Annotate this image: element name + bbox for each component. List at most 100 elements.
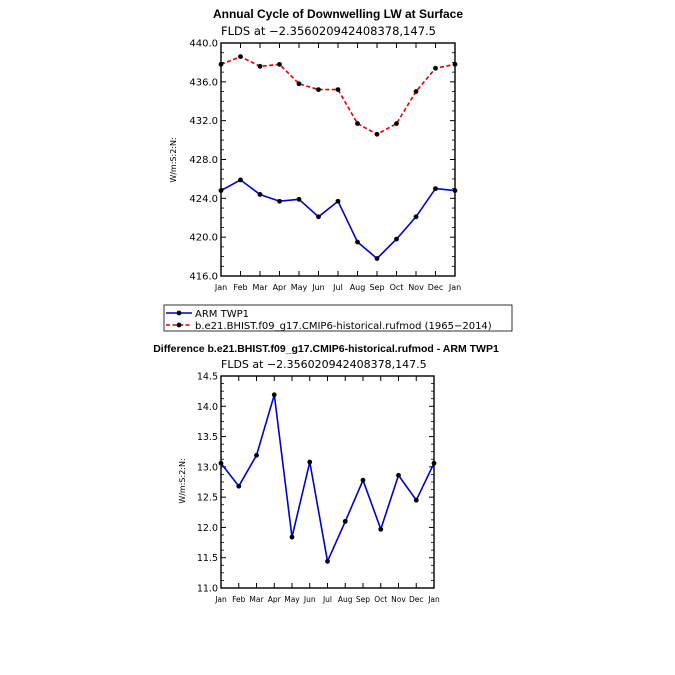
- y-tick-label: 14.0: [197, 402, 218, 413]
- x-tick-label: May: [284, 595, 300, 604]
- x-tick-label: Jan: [448, 283, 461, 292]
- data-point: [413, 497, 419, 503]
- legend-label-arm: ARM TWP1: [195, 309, 249, 320]
- data-point: [335, 87, 341, 92]
- legend-marker-arm: [176, 310, 182, 316]
- data-point: [236, 483, 242, 489]
- data-point: [218, 61, 224, 67]
- x-tick-label: Apr: [273, 283, 288, 292]
- y-tick-label: 13.5: [197, 432, 218, 443]
- data-point: [271, 392, 277, 398]
- legend-box: [163, 304, 513, 332]
- x-tick-label: Sep: [356, 595, 370, 604]
- data-point: [413, 89, 419, 94]
- plot-area: 416.0 420.0 424.0 428.0 432.0 436.0 440.0 Jan Fe…: [189, 39, 461, 293]
- x-tick-label: Mar: [252, 283, 268, 292]
- data-point: [452, 188, 458, 193]
- data-point: [433, 186, 438, 192]
- legend-label-model: b.e21.BHIST.f09_g17.CMIP6-historical.ruf…: [195, 321, 492, 332]
- legend: ARM TWP1 b.e21.BHIST.f09_g17.CMIP6-histo…: [163, 304, 513, 332]
- x-tick-label: Aug: [338, 595, 353, 604]
- series-line: [220, 394, 435, 565]
- y-axis-label: W/m:S:2:N:: [178, 458, 187, 503]
- data-point: [254, 452, 259, 458]
- x-tick-label: Dec: [428, 283, 443, 292]
- chart-annual-cycle: Annual Cycle of Downwelling LW at Surfac…: [169, 7, 463, 292]
- y-tick-label: 428.0: [189, 155, 218, 166]
- data-point: [374, 131, 380, 137]
- chart-title: Difference b.e21.BHIST.f09_g17.CMIP6-his…: [153, 343, 499, 355]
- chart-subtitle: FLDS at −2.356020942408378,147.5: [221, 358, 427, 371]
- x-tick-label: Jun: [303, 595, 316, 604]
- x-tick-label: Jun: [311, 283, 325, 292]
- y-tick-label: 11.0: [197, 584, 218, 595]
- legend-marker-model: [176, 322, 182, 328]
- y-tick-label: 12.5: [197, 493, 218, 504]
- chart-subtitle: FLDS at −2.356020942408378,147.5: [221, 24, 436, 38]
- data-point: [325, 558, 330, 564]
- data-point: [396, 472, 401, 478]
- data-point: [316, 87, 321, 92]
- y-tick-label: 12.0: [197, 523, 218, 534]
- x-tick-label: Jan: [214, 283, 227, 292]
- data-point: [378, 526, 384, 532]
- data-point: [355, 121, 360, 126]
- x-tick-label: Aug: [350, 283, 366, 292]
- chart-title: Annual Cycle of Downwelling LW at Surfac…: [213, 7, 463, 21]
- series-line: [220, 178, 456, 260]
- data-point: [394, 236, 399, 242]
- data-point: [218, 460, 224, 466]
- y-tick-label: 14.5: [197, 372, 218, 383]
- data-point: [257, 63, 263, 69]
- x-tick-label: Mar: [249, 595, 264, 604]
- plot-frame: [220, 42, 456, 277]
- y-tick-label: 420.0: [189, 233, 218, 244]
- data-point: [452, 61, 458, 67]
- data-point: [394, 121, 399, 126]
- y-axis-label: W/m:S:2:N:: [169, 137, 178, 182]
- x-tick-label: Jan: [427, 595, 440, 604]
- y-tick-label: 440.0: [189, 39, 218, 50]
- data-point: [296, 81, 302, 87]
- plot-frame: [220, 375, 435, 589]
- x-tick-label: Jul: [322, 595, 332, 604]
- y-tick-label: 11.5: [197, 553, 218, 564]
- x-tick-label: May: [291, 283, 308, 292]
- data-point: [431, 460, 437, 466]
- data-point: [277, 61, 282, 67]
- data-point: [360, 477, 366, 483]
- data-point: [433, 65, 438, 71]
- x-tick-label: Apr: [268, 595, 282, 604]
- y-tick-label: 13.0: [197, 462, 218, 473]
- series-line: [220, 55, 456, 136]
- y-tick-label: 436.0: [189, 77, 218, 88]
- x-tick-label: Nov: [391, 595, 406, 604]
- x-tick-label: Sep: [369, 283, 384, 292]
- data-point: [342, 518, 348, 524]
- data-point: [238, 177, 243, 183]
- x-tick-label: Feb: [232, 595, 246, 604]
- x-tick-label: Feb: [233, 283, 247, 292]
- y-tick-label: 432.0: [189, 116, 218, 127]
- data-point: [277, 198, 282, 204]
- data-point: [307, 459, 313, 465]
- y-tick-label: 416.0: [189, 272, 218, 283]
- data-point: [238, 54, 243, 59]
- x-tick-label: Jul: [332, 283, 343, 292]
- data-point: [316, 214, 321, 220]
- x-tick-label: Nov: [408, 283, 424, 292]
- data-point: [355, 239, 360, 245]
- x-tick-label: Oct: [390, 283, 404, 292]
- data-point: [413, 214, 419, 220]
- y-tick-label: 424.0: [189, 194, 218, 205]
- data-point: [257, 192, 263, 197]
- data-point: [374, 256, 380, 261]
- x-tick-label: Oct: [374, 595, 387, 604]
- data-point: [335, 198, 341, 204]
- data-point: [289, 534, 295, 540]
- data-point: [218, 188, 224, 193]
- data-point: [296, 196, 302, 202]
- chart-difference: Difference b.e21.BHIST.f09_g17.CMIP6-his…: [153, 343, 499, 604]
